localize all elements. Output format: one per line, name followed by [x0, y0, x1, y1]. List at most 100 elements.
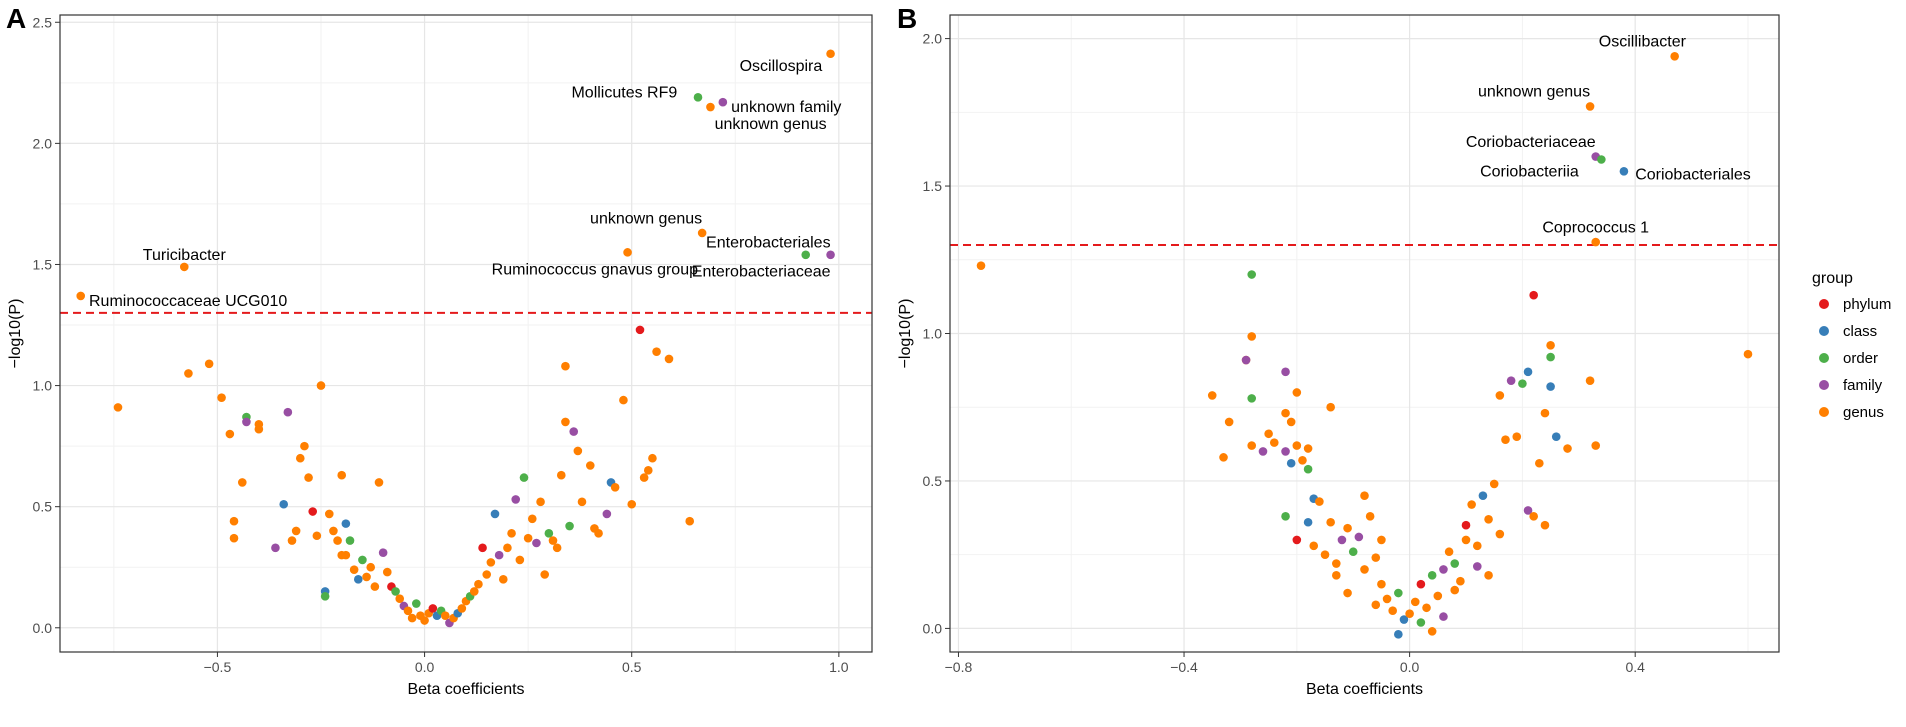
data-point-family: [1472, 562, 1482, 571]
labeled-point-order: [1597, 155, 1606, 164]
data-point-order: [1303, 464, 1313, 474]
data-point-genus: [1405, 609, 1414, 618]
data-point-genus: [237, 478, 247, 487]
y-tick-label: 0.5: [33, 499, 53, 515]
y-tick-label: 1.0: [33, 378, 53, 394]
panel-b: −0.8 −0.4 0.0 0.4 0.0 0.5 1.0 1.5 2.0 Oscillibact…: [897, 14, 1780, 698]
data-point-genus: [1281, 408, 1290, 418]
data-point-family: [1258, 447, 1268, 456]
data-point-genus: [1343, 588, 1352, 598]
data-point-genus: [1360, 491, 1369, 500]
data-point-family: [1337, 535, 1347, 545]
data-point-genus: [1591, 441, 1601, 450]
data-point-genus: [664, 354, 674, 364]
data-point-genus: [552, 543, 562, 553]
data-point-genus: [333, 536, 342, 545]
legend-label-order: order: [1843, 350, 1878, 367]
data-point-genus: [561, 417, 570, 427]
point-annotation: Turicibacter: [143, 247, 227, 264]
point-annotation: unknown genus: [715, 116, 827, 133]
data-point-genus: [1495, 391, 1505, 400]
data-point-genus: [1377, 579, 1386, 589]
data-point-genus: [1489, 479, 1499, 489]
plot-border: [59, 14, 873, 653]
data-point-genus: [474, 579, 483, 589]
legend-dot-phylum: [1819, 299, 1829, 309]
data-point-genus: [585, 461, 595, 470]
data-point-genus: [1219, 453, 1228, 462]
point-annotation: unknown genus: [1478, 84, 1590, 101]
data-point-class: [279, 499, 289, 509]
labeled-point-genus: [76, 291, 86, 301]
data-point-order: [1247, 394, 1257, 403]
data-point-genus: [316, 381, 326, 390]
point-annotation: Coriobacteriales: [1635, 166, 1751, 183]
x-tick-label: −0.8: [945, 659, 973, 675]
data-point-genus: [523, 533, 533, 543]
data-point-family: [1439, 565, 1448, 574]
data-point-phylum: [1292, 535, 1302, 545]
data-point-genus: [304, 473, 313, 482]
data-point-order: [345, 536, 355, 545]
data-point-genus: [1360, 565, 1369, 574]
data-point-order: [1546, 352, 1555, 362]
data-point-class: [1399, 615, 1409, 624]
data-point-genus: [1444, 547, 1454, 557]
data-point-genus: [229, 516, 239, 526]
data-point-genus: [1427, 627, 1437, 636]
y-tick-label: 0.5: [923, 473, 943, 489]
data-point-genus: [469, 587, 479, 596]
legend-label-family: family: [1843, 377, 1883, 394]
data-point-class: [1286, 458, 1296, 468]
data-point-genus: [229, 533, 239, 543]
x-tick-label: 1.0: [829, 659, 849, 675]
data-point-family: [283, 407, 293, 417]
data-point-genus: [254, 424, 264, 434]
labeled-point-order: [693, 93, 703, 102]
y-tick-label: 1.0: [923, 326, 943, 342]
data-point-order: [358, 555, 367, 565]
labeled-point-order: [801, 250, 811, 260]
point-annotation: Coriobacteriia: [1480, 163, 1579, 180]
data-point-genus: [349, 565, 359, 574]
data-point-genus: [1264, 429, 1273, 439]
data-point-family: [602, 509, 612, 519]
data-point-genus: [403, 606, 413, 616]
point-annotation: Oscillospira: [740, 58, 823, 75]
legend-label-class: class: [1843, 323, 1877, 340]
data-point-genus: [1540, 408, 1550, 418]
plot-border: [949, 14, 1780, 653]
data-point-class: [1551, 432, 1561, 442]
data-point-genus: [1224, 417, 1234, 427]
labeled-point-genus: [179, 262, 189, 272]
data-point-genus: [291, 526, 301, 536]
data-point-genus: [420, 616, 429, 625]
x-tick-label: −0.4: [1170, 659, 1198, 675]
data-point-genus: [1743, 349, 1753, 359]
data-point-class: [1523, 367, 1533, 377]
data-point-genus: [1292, 441, 1302, 450]
data-point-genus: [457, 604, 467, 613]
data-point-genus: [1269, 438, 1279, 447]
point-annotation: Enterobacteriales: [706, 235, 831, 252]
data-point-genus: [1309, 541, 1319, 551]
data-point-genus: [225, 429, 235, 439]
point-annotation: Coprococcus 1: [1542, 219, 1649, 236]
x-tick-label: 0.5: [622, 659, 642, 675]
data-point-genus: [548, 536, 558, 545]
data-point-class: [341, 519, 351, 528]
y-tick-label: 2.0: [33, 135, 53, 151]
x-axis-title: Beta coefficients: [407, 681, 524, 698]
data-point-family: [569, 427, 579, 436]
data-point-genus: [1247, 332, 1257, 341]
point-annotation: Enterobacteriaceae: [692, 264, 831, 281]
x-tick-label: −0.5: [204, 659, 232, 675]
data-point-genus: [1326, 402, 1335, 412]
data-point-genus: [482, 570, 492, 579]
data-point-genus: [594, 529, 603, 538]
data-point-family: [1506, 376, 1516, 385]
data-point-genus: [1484, 514, 1493, 524]
data-point-phylum: [428, 604, 438, 613]
data-point-phylum: [478, 543, 487, 553]
